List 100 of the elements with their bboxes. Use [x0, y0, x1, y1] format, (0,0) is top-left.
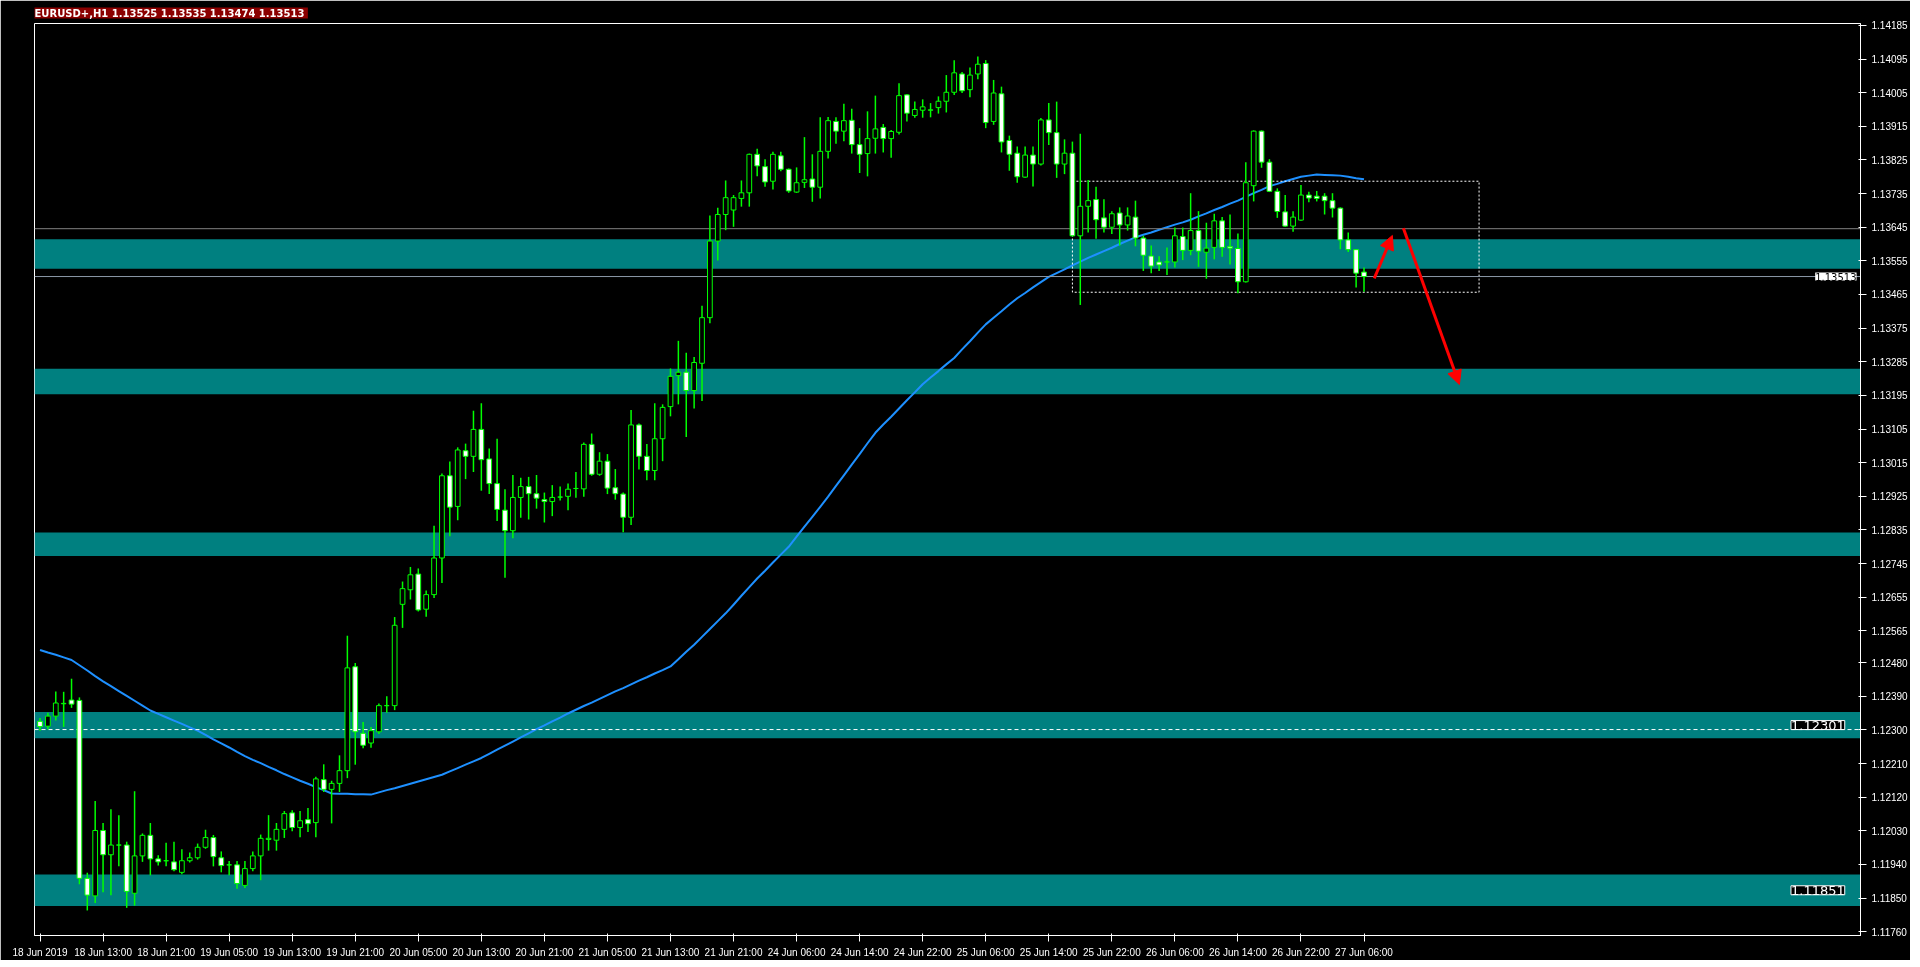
candlestick: [762, 159, 768, 187]
candlestick: [186, 852, 193, 863]
candlestick: [1274, 188, 1281, 218]
candlestick: [147, 822, 154, 876]
candlestick: [967, 67, 973, 98]
ref-line-label: 1.13513: [1815, 271, 1857, 283]
candlestick: [1006, 135, 1013, 171]
candlestick: [833, 117, 839, 144]
candlestick: [1093, 186, 1099, 239]
candlestick: [1101, 199, 1107, 233]
y-tick-label: 1.13195: [1871, 390, 1909, 402]
candlestick: [880, 124, 887, 153]
x-tick-label: 25 Jun 14:00: [1019, 946, 1079, 958]
x-tick-label: 25 Jun 22:00: [1082, 946, 1142, 958]
candlestick: [549, 485, 556, 517]
candlestick: [179, 849, 185, 875]
candlestick: [1085, 180, 1092, 233]
candlestick: [525, 476, 532, 520]
x-tick-label: 24 Jun 14:00: [830, 946, 889, 958]
y-tick-label: 1.13915: [1871, 121, 1909, 133]
candlestick: [643, 443, 650, 481]
candlestick: [328, 780, 335, 824]
x-tick-label: 21 Jun 05:00: [578, 946, 637, 958]
candlestick: [1108, 211, 1115, 234]
y-tick-label: 1.13375: [1871, 323, 1909, 335]
x-tick-label: 25 Jun 06:00: [956, 946, 1016, 958]
y-tick-label: 1.12745: [1871, 558, 1909, 570]
y-tick-label: 1.13735: [1871, 188, 1909, 200]
candlestick: [242, 861, 248, 889]
candlestick: [904, 94, 910, 122]
candlestick: [171, 841, 177, 872]
y-tick-label: 1.12300: [1871, 724, 1909, 736]
candlestick: [1282, 195, 1289, 227]
candlestick: [281, 811, 288, 838]
candlestick: [841, 103, 847, 142]
x-tick-label: 20 Jun 13:00: [452, 946, 511, 958]
candlestick: [683, 352, 690, 437]
candlestick: [533, 475, 540, 509]
candlestick: [1148, 245, 1155, 274]
x-tick-label: 20 Jun 05:00: [389, 946, 448, 958]
band-label: 1.12301: [1790, 717, 1845, 733]
candlestick: [218, 851, 225, 873]
candlestick: [1179, 227, 1186, 261]
candlestick: [1290, 211, 1296, 232]
candlestick: [1116, 207, 1123, 246]
y-tick-label: 1.14005: [1871, 87, 1909, 99]
candlestick: [1227, 214, 1233, 265]
candlestick: [502, 489, 508, 578]
candlestick: [289, 810, 296, 832]
candlestick: [1353, 248, 1359, 288]
candlestick: [974, 56, 981, 80]
candlestick: [1321, 193, 1328, 215]
candlestick: [888, 130, 895, 158]
candlestick: [722, 180, 729, 231]
candlestick: [620, 492, 627, 533]
y-tick-label: 1.12120: [1871, 792, 1909, 804]
y-tick-label: 1.13645: [1871, 222, 1909, 234]
y-tick-label: 1.11850: [1871, 893, 1908, 905]
candlestick: [1329, 193, 1336, 218]
x-tick-label: 27 Jun 06:00: [1335, 946, 1394, 958]
candlestick: [1014, 146, 1021, 183]
candlestick: [754, 148, 761, 177]
x-tick-label: 26 Jun 14:00: [1209, 946, 1268, 958]
y-tick-label: 1.11940: [1871, 859, 1908, 871]
candlestick: [675, 340, 682, 405]
candlestick: [1045, 103, 1052, 145]
candlestick: [234, 861, 240, 889]
x-tick-label: 18 Jun 13:00: [74, 946, 133, 958]
x-tick-label: 26 Jun 06:00: [1145, 946, 1205, 958]
candlestick: [423, 590, 430, 617]
y-tick-label: 1.14095: [1871, 54, 1909, 66]
x-tick-label: 21 Jun 13:00: [641, 946, 700, 958]
x-tick-label: 21 Jun 21:00: [704, 946, 763, 958]
candlestick: [557, 486, 564, 501]
candlestick: [872, 95, 879, 154]
candlestick: [612, 469, 619, 500]
candlestick: [809, 154, 816, 202]
candlestick: [84, 872, 91, 911]
candlestick: [336, 755, 343, 792]
x-tick-label: 18 Jun 2019: [12, 946, 68, 958]
candlestick: [951, 60, 958, 95]
candlestick: [517, 477, 524, 518]
candlestick: [320, 764, 327, 792]
x-tick-label: 18 Jun 21:00: [137, 946, 196, 958]
y-tick-label: 1.12390: [1871, 691, 1909, 703]
y-tick-label: 1.13465: [1871, 289, 1909, 301]
candlestick: [368, 726, 374, 748]
y-tick-label: 1.11760: [1871, 926, 1908, 938]
candlestick: [297, 811, 303, 838]
candlestick: [52, 691, 59, 721]
y-tick-label: 1.12835: [1871, 524, 1909, 536]
y-tick-label: 1.12655: [1871, 592, 1909, 604]
candlestick: [943, 75, 950, 113]
candlestick: [1156, 256, 1162, 271]
candlestick: [155, 855, 162, 866]
candlestick: [793, 167, 800, 193]
x-tick-label: 20 Jun 21:00: [515, 946, 574, 958]
y-tick-label: 1.13105: [1871, 424, 1909, 436]
candlestick: [226, 861, 233, 876]
candlestick: [959, 72, 965, 94]
